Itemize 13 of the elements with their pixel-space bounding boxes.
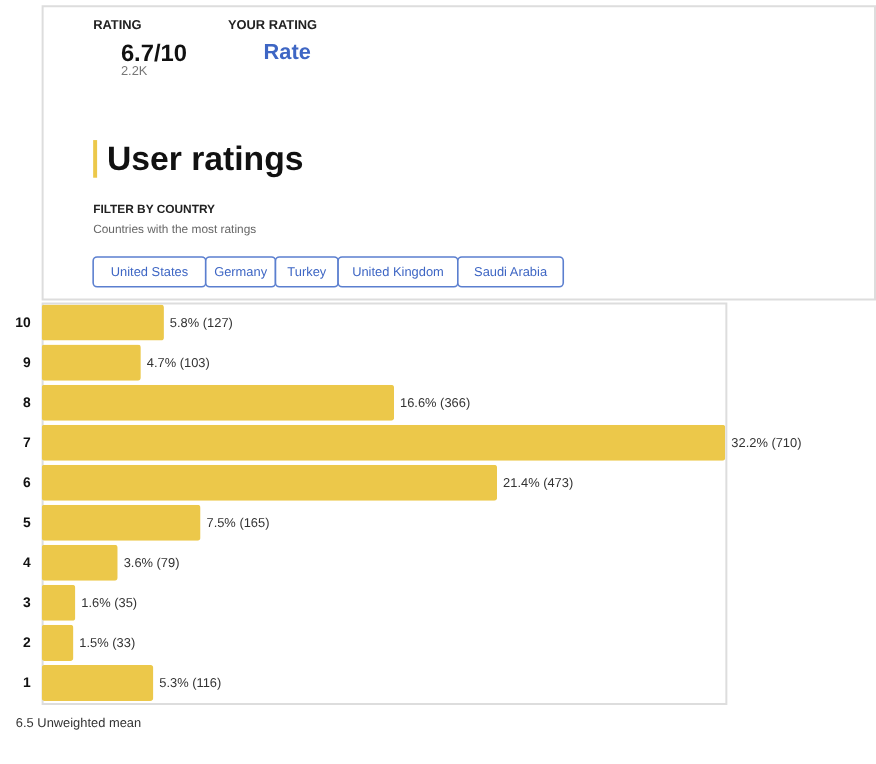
bar [41, 504, 201, 541]
bar [41, 544, 118, 581]
bar [41, 584, 76, 621]
bar [41, 664, 154, 701]
bar [41, 344, 141, 381]
bar [41, 304, 164, 341]
bar [41, 464, 498, 501]
bar [41, 624, 74, 661]
text: Rate [263, 40, 311, 65]
bar [41, 424, 726, 461]
bar [41, 384, 395, 421]
text: 6.7/10 [120, 38, 188, 67]
chart-title: User ratings [107, 139, 304, 178]
